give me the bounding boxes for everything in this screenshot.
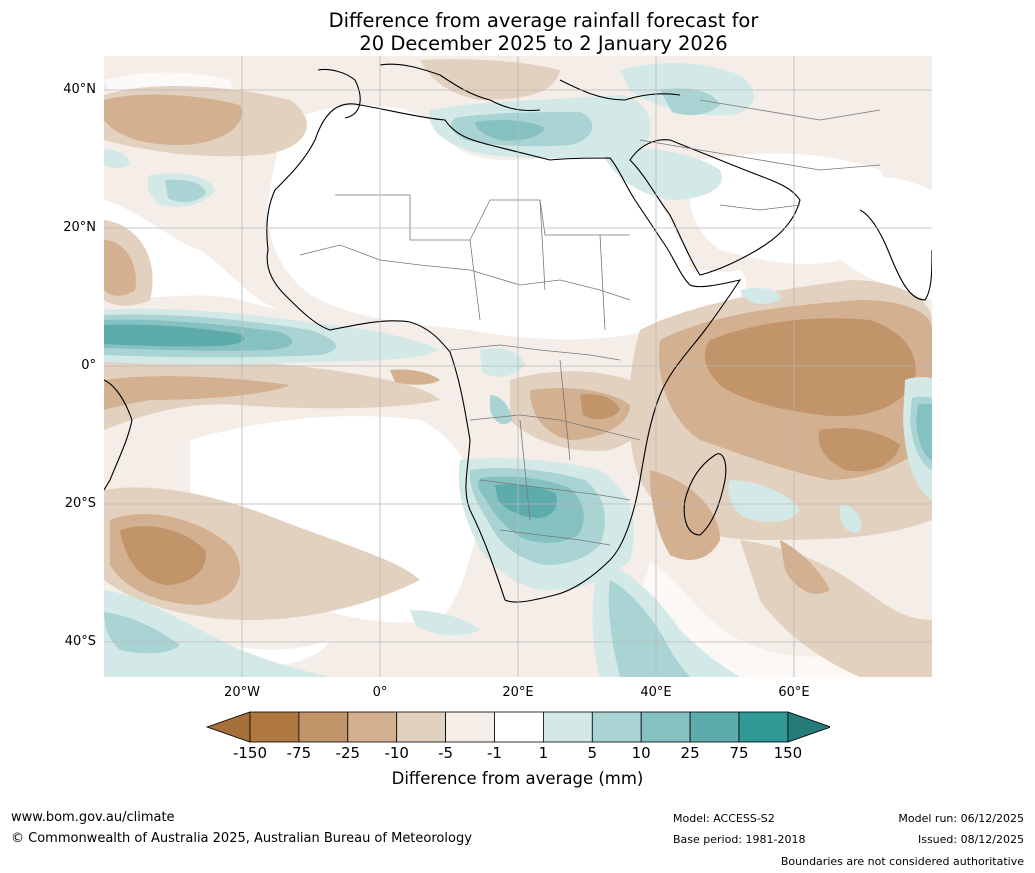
- colorbar-extend-low: [205, 711, 251, 743]
- colorbar: [205, 711, 830, 743]
- colorbar-tick-label: 25: [680, 744, 700, 762]
- colorbar-segment: [640, 711, 691, 743]
- coast-africa: [266, 103, 742, 603]
- lon-label-60e: 60°E: [778, 685, 810, 700]
- gridlines: [104, 56, 932, 677]
- colorbar-tick-label: 75: [729, 744, 749, 762]
- footer-issued: Issued: 08/12/2025: [917, 833, 1024, 846]
- coast-india: [859, 209, 932, 301]
- title-line-2: 20 December 2025 to 2 January 2026: [359, 32, 728, 55]
- colorbar-title-text: Difference from average (mm): [391, 769, 644, 788]
- lon-label-20w: 20°W: [224, 685, 260, 700]
- colorbar-segment: [249, 711, 300, 743]
- lat-label-40n: 40°N: [63, 82, 96, 97]
- colorbar-segment: [494, 711, 544, 743]
- colorbar-segment: [738, 711, 789, 743]
- colorbar-tick-label: -10: [384, 744, 409, 762]
- lat-label-20n: 20°N: [63, 220, 96, 235]
- colorbar-extend-high: [787, 711, 830, 743]
- coast-south-america: [104, 379, 133, 491]
- coastlines: [104, 63, 932, 603]
- wet-anomaly-very-strong: [104, 324, 557, 518]
- colorbar-tick-label: -1: [487, 744, 502, 762]
- chart-title: Difference from average rainfall forecas…: [0, 9, 1035, 55]
- colorbar-segment: [347, 711, 398, 743]
- colorbar-tick-label: 1: [538, 744, 549, 762]
- colorbar-segment: [591, 711, 642, 743]
- lat-label-40s: 40°S: [64, 634, 96, 649]
- title-line-1: Difference from average rainfall forecas…: [328, 9, 759, 32]
- lon-label-0: 0°: [372, 685, 388, 700]
- colorbar-title: Difference from average (mm): [0, 769, 1035, 788]
- colorbar-segment: [396, 711, 446, 743]
- coast-madagascar: [683, 453, 727, 536]
- colorbar-tick-label: 10: [631, 744, 651, 762]
- colorbar-tick-label: -75: [286, 744, 312, 762]
- footer-base-period: Base period: 1981-2018: [673, 833, 806, 846]
- colorbar-segment: [298, 711, 349, 743]
- lon-label-20e: 20°E: [502, 685, 534, 700]
- dry-anomaly-strong: [120, 318, 916, 585]
- lon-label-40e: 40°E: [640, 685, 672, 700]
- footer-model: Model: ACCESS-S2: [673, 812, 775, 825]
- country-borders: [299, 99, 881, 546]
- footer-model-run: Model run: 06/12/2025: [898, 812, 1024, 825]
- footer-copyright: © Commonwealth of Australia 2025, Austra…: [11, 831, 472, 846]
- footer-website: www.bom.gov.au/climate: [11, 810, 175, 825]
- colorbar-tick-label: -25: [335, 744, 361, 762]
- colorbar-tick-label: -150: [232, 744, 268, 762]
- coast-europe: [317, 63, 681, 119]
- colorbar-tick-label: -5: [438, 744, 454, 762]
- lat-label-equator: 0°: [81, 358, 96, 373]
- colorbar-segment: [542, 711, 593, 743]
- colorbar-segment: [689, 711, 740, 743]
- colorbar-segment: [445, 711, 495, 743]
- colorbar-tick-label: 5: [587, 744, 598, 762]
- footer-disclaimer: Boundaries are not considered authoritat…: [780, 855, 1024, 868]
- lat-label-20s: 20°S: [64, 496, 96, 511]
- coast-arabia: [629, 139, 801, 276]
- colorbar-tick-label: 150: [773, 744, 803, 762]
